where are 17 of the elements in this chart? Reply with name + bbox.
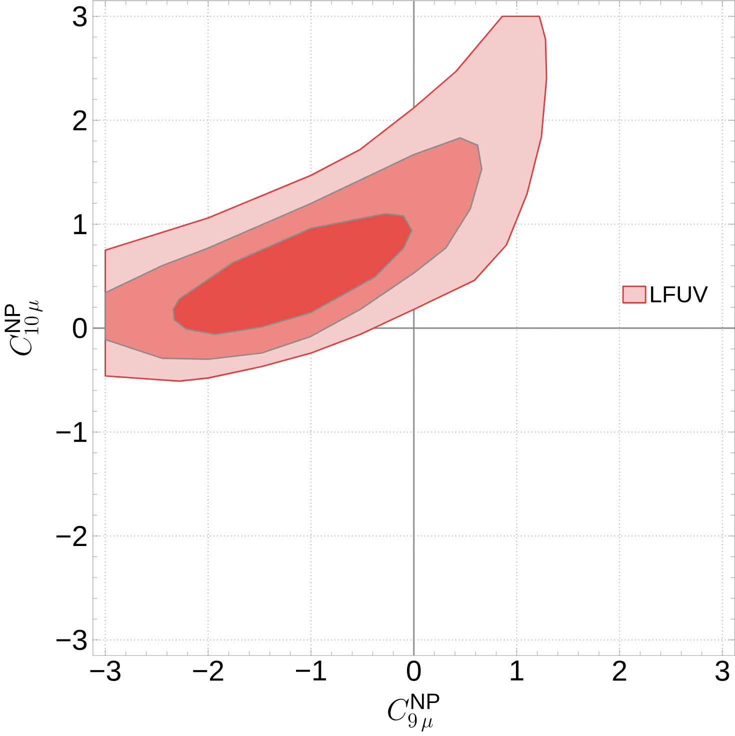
- y-tick-label: −3: [56, 630, 86, 650]
- x-axis-title: $C^{\mathrm{NP}}_{9\,\mu}$: [388, 694, 440, 732]
- x-tick-label: 2: [612, 660, 626, 681]
- x-tick-label: −2: [192, 660, 223, 681]
- x-tick-label: −3: [90, 660, 120, 681]
- y-tick-label: 0: [72, 318, 86, 338]
- y-tick-label: −2: [56, 526, 86, 546]
- x-tick-label: 0: [406, 660, 420, 681]
- x-tick-label: −1: [296, 660, 326, 680]
- x-tick-label: 1: [510, 660, 524, 680]
- y-tick-label: 2: [73, 110, 86, 130]
- y-tick-label: −1: [56, 422, 86, 442]
- y-tick-label: 1: [74, 214, 86, 234]
- y-axis-title: $C^{\mathrm{NP}}_{10\,\mu}$: [4, 300, 42, 356]
- x-tick-label: 3: [715, 660, 729, 681]
- legend-label: LFUV: [650, 286, 708, 302]
- y-tick-label: 3: [72, 6, 86, 26]
